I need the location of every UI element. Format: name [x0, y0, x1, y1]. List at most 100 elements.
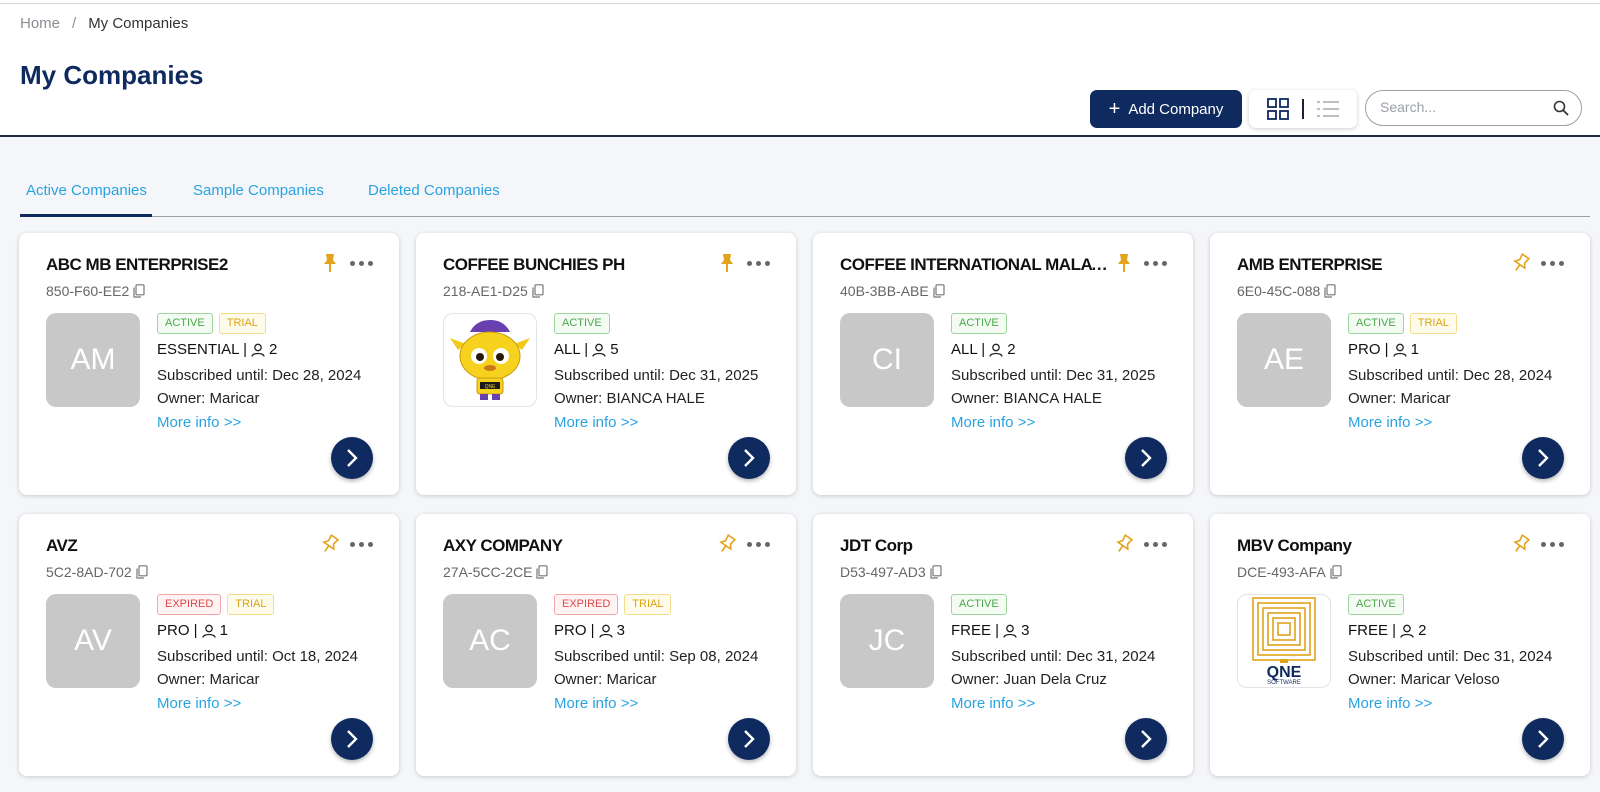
dot: [1540, 541, 1546, 547]
chevron-right-icon: [347, 449, 358, 467]
more-info-link[interactable]: More info >>: [554, 414, 639, 431]
more-info-link[interactable]: More info >>: [1348, 414, 1433, 431]
more-options-button[interactable]: [346, 251, 376, 275]
chevron-right-icon: [744, 730, 755, 748]
plan-name: ALL |: [554, 341, 589, 358]
plan-name: PRO |: [1348, 341, 1389, 358]
tab-deleted-companies[interactable]: Deleted Companies: [368, 182, 500, 199]
dot: [746, 260, 752, 266]
copy-icon[interactable]: [133, 284, 145, 298]
pin-button[interactable]: [321, 253, 339, 273]
open-company-button[interactable]: [1522, 718, 1564, 760]
dot: [755, 541, 761, 547]
chevron-right-icon: [1538, 449, 1549, 467]
copy-icon[interactable]: [536, 565, 549, 579]
more-options-button[interactable]: [743, 251, 773, 275]
user-count: 5: [610, 341, 619, 358]
more-info-link[interactable]: More info >>: [951, 695, 1036, 712]
company-card[interactable]: MBV Company DCE-493-AFA QNE SOFTWARE ACTIVE F…: [1210, 514, 1590, 776]
company-code: 40B-3BB-ABE: [840, 283, 945, 299]
pin-button[interactable]: [718, 253, 736, 273]
status-badge: TRIAL: [624, 594, 672, 615]
open-company-button[interactable]: [331, 437, 373, 479]
status-badge: EXPIRED: [554, 594, 619, 615]
more-info-link[interactable]: More info >>: [951, 414, 1036, 431]
more-options-button[interactable]: [1537, 532, 1567, 556]
more-options-button[interactable]: [1140, 251, 1170, 275]
tab-sample-companies[interactable]: Sample Companies: [193, 182, 324, 199]
breadcrumb-home[interactable]: Home: [20, 15, 61, 32]
copy-icon[interactable]: [1324, 284, 1336, 298]
company-card[interactable]: AXY COMPANY 27A-5CC-2CE AC EXPIRED TRIAL PRO …: [416, 514, 796, 776]
open-company-button[interactable]: [728, 437, 770, 479]
status-badge: ACTIVE: [1348, 313, 1404, 334]
copy-icon[interactable]: [933, 284, 945, 298]
pin-button[interactable]: [1115, 533, 1134, 554]
company-code-text: 850-F60-EE2: [46, 283, 130, 299]
more-options-button[interactable]: [743, 532, 773, 556]
owner-name: Owner: Maricar: [157, 390, 260, 407]
breadcrumb: Home / My Companies: [20, 15, 188, 32]
company-card[interactable]: COFFEE BUNCHIES PH 218-AE1-D25 QNE ACTIVE AL…: [416, 233, 796, 495]
more-options-button[interactable]: [346, 532, 376, 556]
company-name: MBV Company: [1237, 536, 1352, 555]
pin-icon: [1118, 254, 1130, 272]
view-toggle: [1249, 90, 1357, 128]
more-options-button[interactable]: [1140, 532, 1170, 556]
pin-button[interactable]: [321, 533, 340, 554]
open-company-button[interactable]: [331, 718, 373, 760]
company-card[interactable]: COFFEE INTERNATIONAL MALAY... 40B-3BB-ABE…: [813, 233, 1193, 495]
copy-icon[interactable]: [532, 284, 544, 298]
user-icon: [1003, 624, 1017, 638]
more-info-link[interactable]: More info >>: [1348, 695, 1433, 712]
dot: [358, 260, 364, 266]
top-divider: [0, 3, 1600, 4]
subscription-date: Subscribed until: Dec 31, 2025: [554, 367, 759, 384]
more-info-link[interactable]: More info >>: [157, 695, 242, 712]
grid-view-button[interactable]: [1264, 95, 1292, 123]
company-card[interactable]: AVZ 5C2-8AD-702 AV EXPIRED TRIAL PRO | 1 Subscr…: [19, 514, 399, 776]
chevron-right-icon: [744, 449, 755, 467]
dot: [1549, 541, 1555, 547]
list-view-button[interactable]: [1314, 95, 1342, 123]
pin-button[interactable]: [1512, 252, 1531, 273]
more-options-button[interactable]: [1537, 251, 1567, 275]
add-company-button[interactable]: + Add Company: [1090, 90, 1242, 128]
more-info-link[interactable]: More info >>: [554, 695, 639, 712]
company-card[interactable]: AMB ENTERPRISE 6E0-45C-088 AE ACTIVE TRIAL PR…: [1210, 233, 1590, 495]
search-icon[interactable]: [1553, 100, 1569, 116]
dot: [367, 260, 373, 266]
owner-name: Owner: Maricar: [554, 671, 657, 688]
open-company-button[interactable]: [728, 718, 770, 760]
status-badge: TRIAL: [218, 313, 266, 334]
dot: [1143, 260, 1149, 266]
plan-info: ESSENTIAL | 2: [157, 341, 277, 358]
plan-name: ALL |: [951, 341, 986, 358]
chevron-right-icon: [347, 730, 358, 748]
dot: [1161, 260, 1167, 266]
plan-name: PRO |: [157, 622, 198, 639]
plan-info: PRO | 1: [157, 622, 228, 639]
company-card[interactable]: JDT Corp D53-497-AD3 JC ACTIVE FREE | 3 Subscr…: [813, 514, 1193, 776]
grid-icon: [1267, 98, 1289, 120]
search-input[interactable]: [1380, 99, 1550, 115]
dot: [746, 541, 752, 547]
copy-icon[interactable]: [136, 565, 148, 579]
pin-button[interactable]: [1512, 533, 1531, 554]
open-company-button[interactable]: [1125, 437, 1167, 479]
more-info-link[interactable]: More info >>: [157, 414, 242, 431]
company-avatar: CI: [840, 313, 934, 407]
copy-icon[interactable]: [1330, 565, 1342, 579]
company-tabs: Active Companies Sample Companies Delete…: [20, 175, 1590, 217]
copy-icon[interactable]: [930, 565, 942, 579]
company-card[interactable]: ABC MB ENTERPRISE2 850-F60-EE2 AM ACTIVE TRI…: [19, 233, 399, 495]
subscription-date: Subscribed until: Dec 28, 2024: [1348, 367, 1553, 384]
dot: [1558, 541, 1564, 547]
open-company-button[interactable]: [1125, 718, 1167, 760]
pin-button[interactable]: [718, 533, 737, 554]
tab-active-companies[interactable]: Active Companies: [26, 182, 147, 199]
pin-button[interactable]: [1115, 253, 1133, 273]
view-toggle-divider: [1302, 99, 1304, 119]
company-code: 218-AE1-D25: [443, 283, 544, 299]
open-company-button[interactable]: [1522, 437, 1564, 479]
